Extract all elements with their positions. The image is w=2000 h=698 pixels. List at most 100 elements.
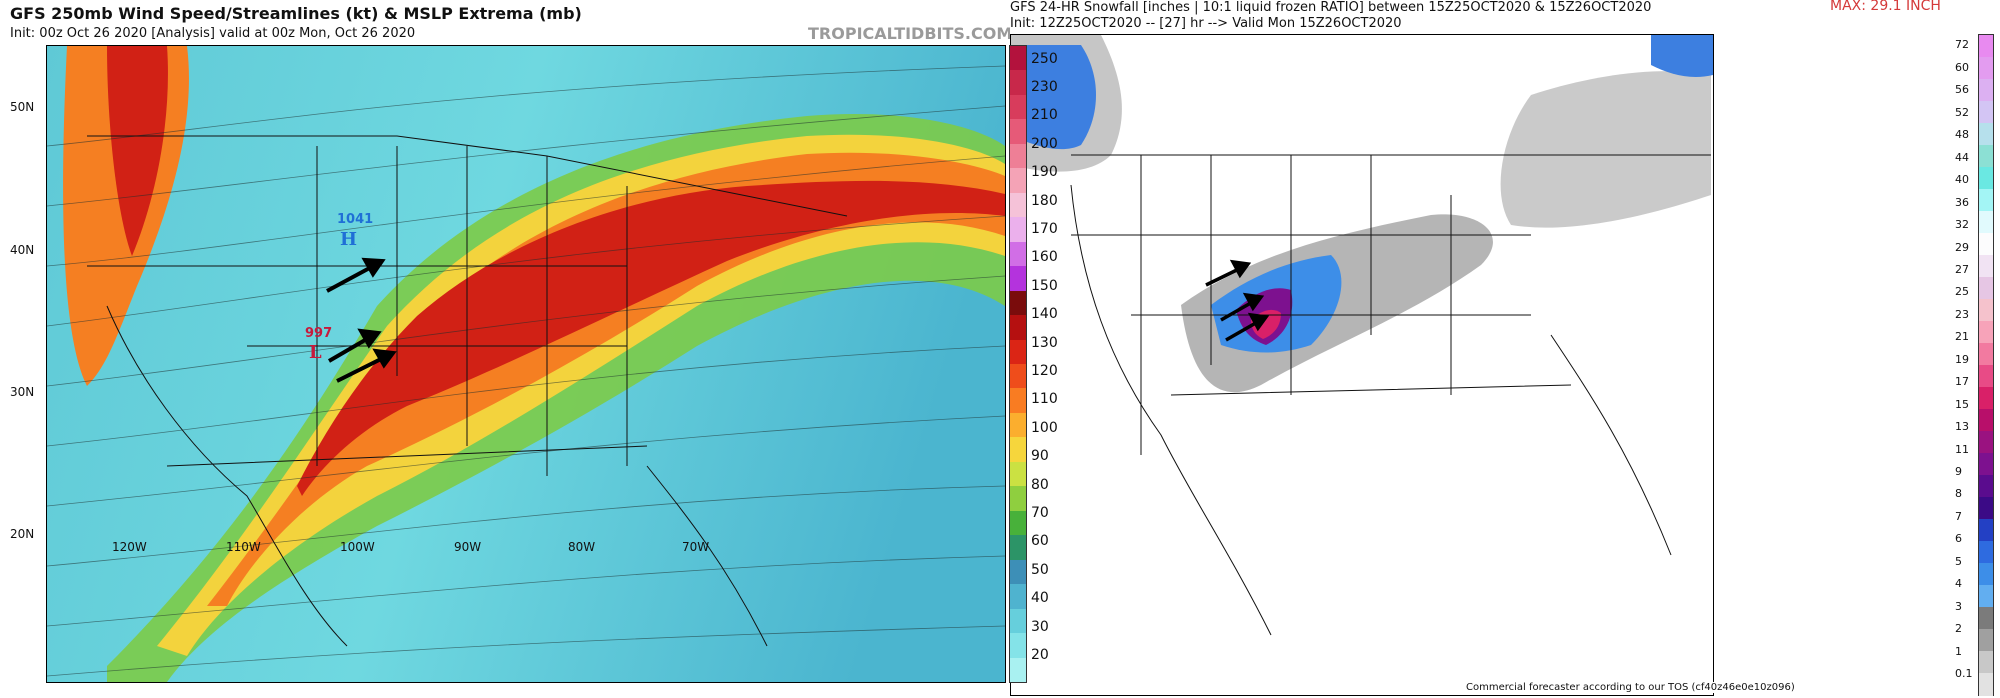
colorbar-cell: [1010, 437, 1026, 463]
colorbar-cell: [1979, 541, 1993, 564]
high-pressure-symbol: H: [340, 229, 357, 250]
colorbar-label: 19: [1955, 352, 1969, 366]
colorbar-label: 6: [1955, 532, 1962, 546]
snowfall-map-subtitle: Init: 12Z25OCT2020 -- [27] hr --> Valid …: [1010, 16, 1402, 31]
lat-label: 30N: [10, 385, 35, 399]
colorbar-label: 110: [1031, 391, 1058, 408]
colorbar-cell: [1979, 453, 1993, 476]
snowfall-colorbar: [1978, 34, 1994, 696]
colorbar-label: 8: [1955, 487, 1962, 501]
colorbar-cell: [1979, 343, 1993, 366]
lat-label: 20N: [10, 527, 35, 541]
streamlines: [47, 65, 1005, 677]
colorbar-label: 3: [1955, 599, 1962, 613]
colorbar-cell: [1010, 168, 1026, 194]
snowfall-arrows: [1205, 259, 1270, 342]
colorbar-label: 80: [1031, 476, 1049, 493]
colorbar-cell: [1979, 299, 1993, 322]
colorbar-label: 40: [1031, 590, 1049, 607]
colorbar-cell: [1010, 584, 1026, 610]
wind-speed-colorbar: [1009, 45, 1027, 683]
colorbar-label: 170: [1031, 221, 1058, 238]
colorbar-cell: [1979, 475, 1993, 498]
wind-speed-colorbar-labels: 250 230 210 200 190 180 170 160 150 140 130 120 110 1…: [1031, 45, 1071, 681]
colorbar-label: 4: [1955, 577, 1962, 591]
colorbar-cell: [1010, 339, 1026, 365]
colorbar-cell: [1979, 387, 1993, 410]
colorbar-label: 20: [1031, 646, 1049, 663]
colorbar-label: 72: [1955, 38, 1969, 52]
colorbar-cell: [1010, 461, 1026, 487]
colorbar-label: 70: [1031, 504, 1049, 521]
annotation-arrows: [326, 257, 397, 383]
snowfall-map: [1010, 34, 1714, 696]
colorbar-cell: [1979, 189, 1993, 212]
colorbar-label: 60: [1955, 60, 1969, 74]
colorbar-label: 140: [1031, 306, 1058, 323]
high-pressure-value: 1041: [337, 212, 373, 227]
lon-label: 110W: [226, 540, 261, 554]
colorbar-cell: [1010, 412, 1026, 438]
colorbar-label: 21: [1955, 330, 1969, 344]
colorbar-cell: [1010, 217, 1026, 243]
colorbar-label: 17: [1955, 375, 1969, 389]
wind-map-subtitle: Init: 00z Oct 26 2020 [Analysis] valid a…: [10, 26, 416, 41]
colorbar-cell: [1010, 633, 1026, 659]
colorbar-label: 40: [1955, 173, 1969, 187]
lon-label: 120W: [112, 540, 147, 554]
colorbar-cell: [1979, 585, 1993, 608]
colorbar-cell: [1979, 409, 1993, 432]
colorbar-label: 9: [1955, 465, 1962, 479]
colorbar-cell: [1010, 192, 1026, 218]
colorbar-cell: [1979, 101, 1993, 124]
colorbar-cell: [1010, 94, 1026, 120]
snowfall-map-title: GFS 24-HR Snowfall [inches | 10:1 liquid…: [1010, 0, 1652, 15]
colorbar-cell: [1010, 46, 1026, 71]
lon-label: 90W: [454, 540, 482, 554]
colorbar-label: 90: [1031, 448, 1049, 465]
colorbar-cell: [1010, 559, 1026, 585]
colorbar-cell: [1979, 123, 1993, 146]
colorbar-label: 0.1: [1955, 667, 1973, 681]
colorbar-label: 150: [1031, 277, 1058, 294]
colorbar-cell: [1010, 70, 1026, 96]
license-credit: Commercial forecaster according to our T…: [1464, 682, 1797, 693]
snow-northwest-blue: [1011, 45, 1096, 150]
snowfall-map-panel: GFS 24-HR Snowfall [inches | 10:1 liquid…: [1010, 0, 2000, 698]
colorbar-label: 15: [1955, 397, 1969, 411]
colorbar-cell: [1979, 497, 1993, 520]
colorbar-label: 120: [1031, 363, 1058, 379]
colorbar-cell: [1979, 321, 1993, 344]
colorbar-label: 36: [1955, 195, 1969, 209]
colorbar-label: 56: [1955, 83, 1969, 97]
colorbar-cell: [1010, 608, 1026, 634]
snowfall-map-graphic: [1011, 35, 1713, 695]
colorbar-label: 13: [1955, 420, 1969, 434]
colorbar-cell: [1979, 79, 1993, 102]
colorbar-cell: [1010, 657, 1026, 683]
colorbar-label: 23: [1955, 307, 1969, 321]
colorbar-cell: [1979, 365, 1993, 388]
colorbar-cell: [1010, 388, 1026, 414]
colorbar-cell: [1010, 535, 1026, 561]
colorbar-cell: [1010, 486, 1026, 512]
colorbar-label: 44: [1955, 150, 1969, 164]
wind-map-graphic: 1041 H 997 L: [47, 46, 1005, 682]
colorbar-cell: [1010, 266, 1026, 292]
colorbar-cell: [1010, 290, 1026, 316]
colorbar-label: 25: [1955, 285, 1969, 299]
max-snowfall-label: MAX: 29.1 INCH: [1830, 0, 1941, 14]
colorbar-label: 160: [1031, 249, 1058, 266]
snow-northeast-blue: [1651, 35, 1713, 77]
lat-label: 40N: [10, 243, 35, 257]
wind-map-title: GFS 250mb Wind Speed/Streamlines (kt) & …: [10, 4, 582, 23]
jet-core-red: [297, 180, 1005, 496]
colorbar-label: 5: [1955, 554, 1962, 568]
colorbar-label: 60: [1031, 533, 1049, 550]
colorbar-cell: [1979, 673, 1993, 696]
colorbar-label: 30: [1031, 618, 1049, 635]
wind-map-panel: GFS 250mb Wind Speed/Streamlines (kt) & …: [10, 4, 1013, 683]
snowfall-borders: [1070, 154, 1711, 636]
colorbar-cell: [1010, 364, 1026, 389]
colorbar-label: 200: [1031, 135, 1058, 152]
